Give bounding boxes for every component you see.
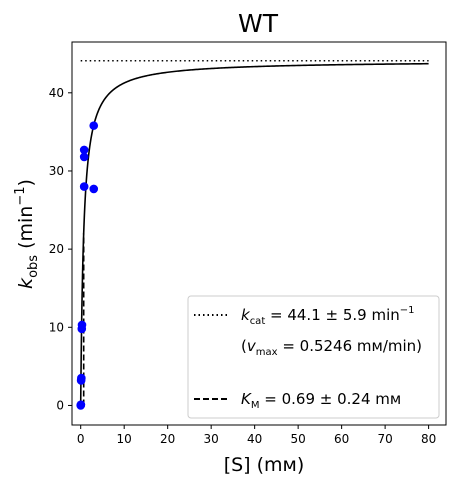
x-axis-ticks: 0 10 20 30 40 50 60 70 80 <box>77 425 436 446</box>
y-axis-label-subscript: obs <box>26 255 41 278</box>
y-axis-label: kobs (min−1) <box>13 179 41 289</box>
legend-vmax-subscript: max <box>256 347 278 358</box>
data-point <box>79 152 89 162</box>
legend-km-entry: KM = 0.69 ± 0.24 mм <box>241 390 401 411</box>
y-axis-label-unit: (min <box>15 206 37 255</box>
legend-km-symbol: K <box>241 390 252 408</box>
legend-vmax-entry: (vmax = 0.5246 mм/min) <box>241 337 422 358</box>
x-tick-label: 0 <box>77 432 85 446</box>
plot-frame <box>71 41 447 426</box>
legend-frame <box>187 295 440 419</box>
y-tick-label: 40 <box>49 86 64 100</box>
x-tick-label: 60 <box>334 432 349 446</box>
data-point <box>77 373 86 383</box>
legend-kcat-entry: kcat = 44.1 ± 5.9 min−1 <box>241 305 415 327</box>
x-tick-label: 30 <box>204 432 219 446</box>
x-tick-label: 10 <box>117 432 132 446</box>
y-axis-ticks: 0 10 20 30 40 <box>49 86 72 412</box>
data-point <box>89 184 99 194</box>
data-point <box>89 121 99 130</box>
legend: kcat = 44.1 ± 5.9 min−1 (vmax = 0.5246 m… <box>187 295 440 419</box>
plot-area <box>76 59 429 410</box>
y-tick-label: 20 <box>49 242 64 256</box>
x-tick-label: 50 <box>290 432 305 446</box>
x-axis-label: [S] (mм) <box>224 454 305 476</box>
y-tick-label: 0 <box>56 398 64 412</box>
fit-curve <box>79 62 429 406</box>
y-tick-label: 10 <box>49 320 64 334</box>
legend-kcat-value: = 44.1 ± 5.9 min <box>265 306 400 324</box>
data-point <box>79 145 89 155</box>
legend-kcat-symbol: k <box>241 306 251 324</box>
x-tick-label: 20 <box>160 432 175 446</box>
legend-vmax-value: = 0.5246 mм/min) <box>278 337 422 355</box>
x-tick-label: 40 <box>247 432 262 446</box>
y-tick-label: 30 <box>49 164 64 178</box>
data-point <box>79 182 89 191</box>
legend-vmax-symbol: v <box>247 337 257 355</box>
data-point <box>76 400 86 409</box>
legend-vmax-open: ( <box>241 337 247 355</box>
legend-km-value: = 0.69 ± 0.24 mм <box>259 390 401 408</box>
legend-kcat-superscript: −1 <box>400 305 415 316</box>
y-axis-label-symbol: k <box>15 277 37 289</box>
legend-kcat-subscript: cat <box>250 316 266 327</box>
y-axis-label-close: ) <box>15 179 37 186</box>
chart-title: WT <box>238 9 279 38</box>
y-axis-label-superscript: −1 <box>13 186 28 205</box>
legend-km-subscript: M <box>251 400 260 411</box>
data-point <box>77 320 87 330</box>
x-tick-label: 70 <box>377 432 392 446</box>
x-tick-label: 80 <box>421 432 436 446</box>
